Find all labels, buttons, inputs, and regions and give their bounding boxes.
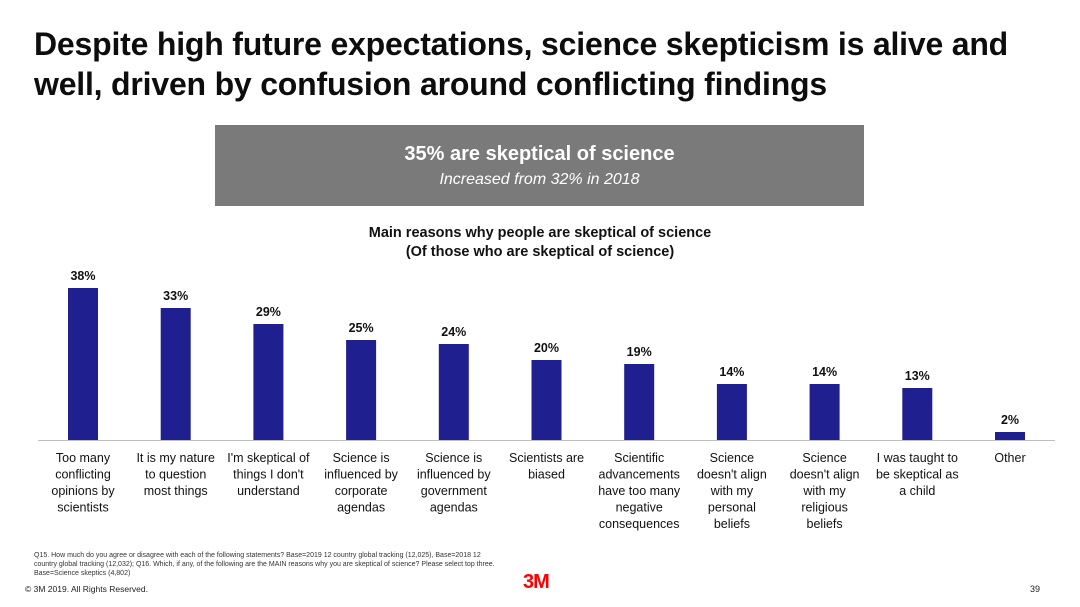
chart-subtitle-line: (Of those who are skeptical of science) <box>405 244 675 260</box>
bar-value-label-9: 14% <box>812 365 837 379</box>
category-label-line: Science <box>710 451 755 465</box>
bar-value-label-3: 29% <box>256 305 281 319</box>
category-label-3: I'm skeptical of things I don't understand <box>227 451 310 498</box>
category-label-line: be skeptical as <box>876 468 959 482</box>
bar-7 <box>624 364 655 440</box>
bar-8 <box>716 384 747 440</box>
category-label-line: with my <box>710 484 754 498</box>
summary-banner: 35% are skeptical of science Increased f… <box>215 125 864 206</box>
category-label-line: opinions by <box>51 484 115 498</box>
category-label-4: Science is influenced by corporate agendas <box>324 451 398 515</box>
category-label-line: Scientific <box>614 451 664 465</box>
category-label-line: agendas <box>430 501 478 515</box>
category-label-6: Scientists are biased <box>509 451 584 482</box>
category-label-line: Science is <box>425 451 482 465</box>
category-label-line: Other <box>994 451 1025 465</box>
category-label-line: influenced by <box>417 468 491 482</box>
category-label-line: personal <box>708 501 756 515</box>
footnote: Q15. How much do you agree or disagree w… <box>34 552 495 577</box>
bar-5 <box>438 344 469 440</box>
category-label-line: understand <box>237 484 300 498</box>
category-label-line: biased <box>528 468 565 482</box>
chart-title: Main reasons why people are skeptical of… <box>290 224 790 262</box>
category-label-line: doesn't align <box>697 468 767 482</box>
category-label-line: I was taught to <box>877 451 958 465</box>
brand-logo: 3M <box>523 571 550 593</box>
category-label-11: Other <box>994 451 1025 465</box>
chart-title-line: Main reasons why people are skeptical of… <box>368 225 712 241</box>
category-label-9: Science doesn't align with my religious beli… <box>790 451 860 531</box>
banner-subheadline: Increased from 32% in 2018 <box>439 171 640 188</box>
category-label-line: most things <box>144 484 208 498</box>
category-label-line: government <box>421 484 488 498</box>
bar-10 <box>902 388 933 440</box>
bar-value-label-11: 2% <box>1001 413 1019 427</box>
category-label-line: doesn't align <box>790 468 860 482</box>
category-label-line: I'm skeptical of <box>227 451 310 465</box>
bar-9 <box>809 384 840 440</box>
page-number: 39 <box>1030 584 1041 594</box>
category-label-line: agendas <box>337 501 385 515</box>
category-label-line: Science <box>802 451 847 465</box>
banner-headline: 35% are skeptical of science <box>404 143 675 165</box>
category-label-8: Science doesn't align with my personal belie… <box>697 451 767 531</box>
category-label-line: Scientists are <box>509 451 584 465</box>
bar-value-label-7: 19% <box>627 345 652 359</box>
category-label-line: Science is <box>333 451 390 465</box>
bar-4 <box>346 340 377 440</box>
category-label-line: things I don't <box>233 468 304 482</box>
slide-title: Despite high future expectations, scienc… <box>34 26 1009 102</box>
category-label-line: with my <box>802 484 846 498</box>
category-label-10: I was taught to be skeptical as a child <box>876 451 959 498</box>
category-label-line: Too many <box>56 451 111 465</box>
category-label-line: consequences <box>599 517 680 531</box>
category-label-line: to question <box>145 468 206 482</box>
category-label-line: religious <box>801 501 848 515</box>
bar-1 <box>68 288 98 440</box>
copyright: © 3M 2019. All Rights Reserved. <box>25 584 148 594</box>
bar-11 <box>995 432 1025 440</box>
category-label-line: beliefs <box>807 517 843 531</box>
bar-6 <box>531 360 562 440</box>
category-label-line: influenced by <box>324 468 398 482</box>
category-label-1: Too many conflicting opinions by scientists <box>51 451 115 515</box>
bar-value-label-10: 13% <box>905 369 930 383</box>
bar-value-label-8: 14% <box>719 365 744 379</box>
category-label-line: beliefs <box>714 517 750 531</box>
category-label-7: Scientific advancements have too many negat… <box>598 451 681 531</box>
category-label-line: have too many <box>598 484 681 498</box>
category-label-line: It is my nature <box>136 451 215 465</box>
category-label-line: negative <box>616 501 663 515</box>
category-label-line: corporate <box>335 484 388 498</box>
category-label-2: It is my nature to question most things <box>136 451 215 498</box>
bar-value-label-4: 25% <box>349 321 374 335</box>
category-label-5: Science is influenced by government agendas <box>417 451 491 515</box>
bar-value-label-5: 24% <box>441 325 466 339</box>
bar-value-label-1: 38% <box>70 269 95 283</box>
category-label-line: advancements <box>599 468 680 482</box>
bar-2 <box>160 308 191 440</box>
category-label-line: scientists <box>57 501 108 515</box>
bar-value-label-6: 20% <box>534 341 559 355</box>
category-label-line: conflicting <box>55 468 111 482</box>
bar-value-label-2: 33% <box>163 289 188 303</box>
bar-3 <box>253 324 284 440</box>
category-label-line: a child <box>899 484 935 498</box>
